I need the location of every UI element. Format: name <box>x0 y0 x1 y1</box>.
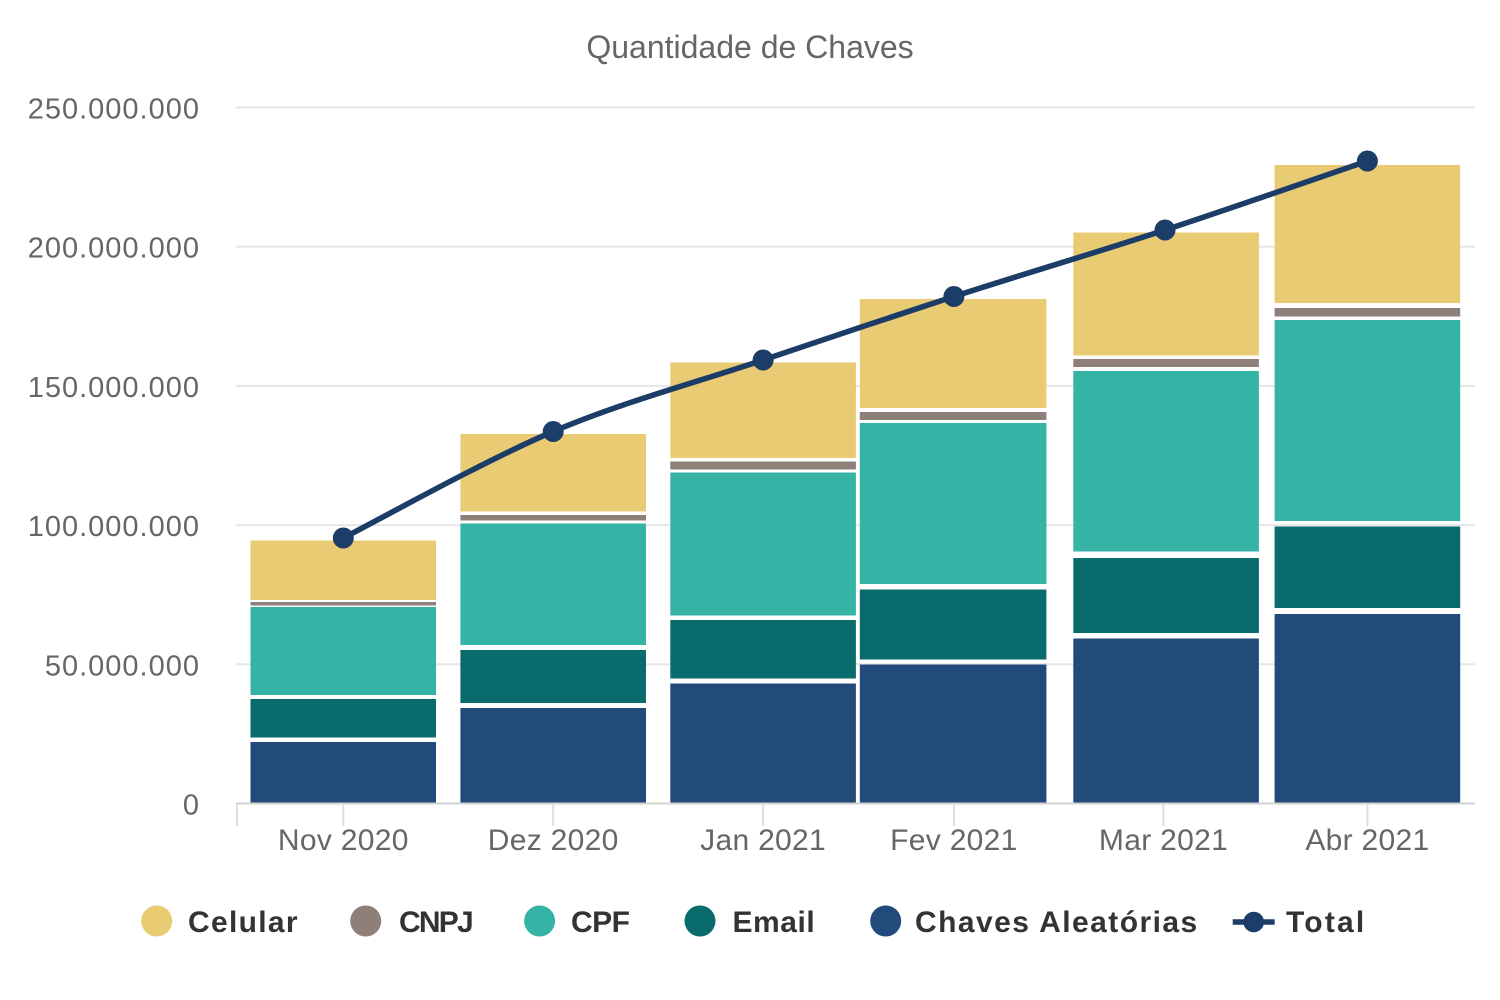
svg-text:50.000.000: 50.000.000 <box>45 650 200 682</box>
svg-text:Jan 2021: Jan 2021 <box>700 824 826 857</box>
svg-text:CPF: CPF <box>571 906 630 939</box>
svg-text:Email: Email <box>733 906 816 939</box>
svg-text:Nov 2020: Nov 2020 <box>278 824 409 857</box>
svg-text:0: 0 <box>183 790 200 822</box>
svg-text:Total: Total <box>1286 906 1366 939</box>
svg-text:100.000.000: 100.000.000 <box>28 511 200 543</box>
svg-text:Abr 2021: Abr 2021 <box>1305 824 1429 857</box>
svg-text:250.000.000: 250.000.000 <box>28 94 200 126</box>
svg-text:CNPJ: CNPJ <box>399 906 472 939</box>
svg-text:Celular: Celular <box>188 906 299 939</box>
svg-text:Mar 2021: Mar 2021 <box>1099 824 1228 857</box>
svg-text:Quantidade de Chaves: Quantidade de Chaves <box>586 29 913 65</box>
svg-text:Dez 2020: Dez 2020 <box>488 824 619 857</box>
svg-text:200.000.000: 200.000.000 <box>28 233 200 265</box>
svg-text:Fev 2021: Fev 2021 <box>890 824 1017 857</box>
svg-text:150.000.000: 150.000.000 <box>28 372 200 404</box>
svg-text:Chaves Aleatórias: Chaves Aleatórias <box>915 906 1199 939</box>
